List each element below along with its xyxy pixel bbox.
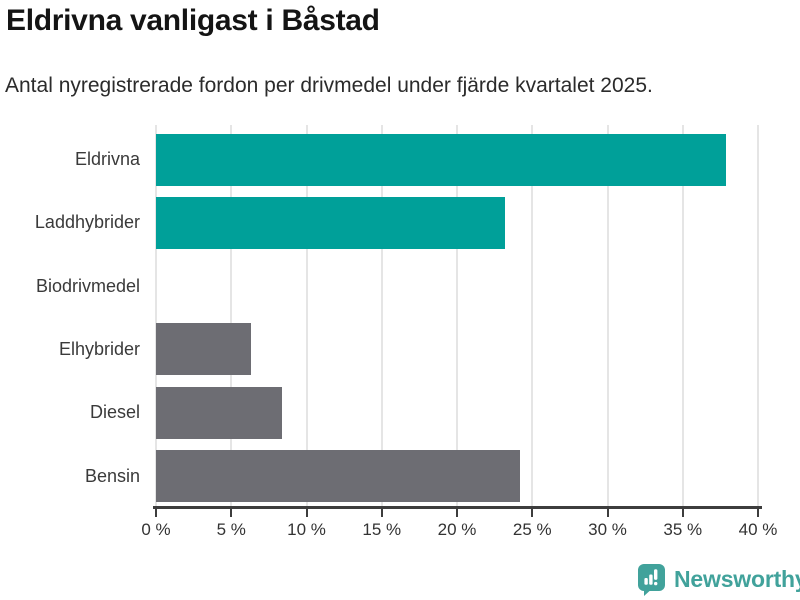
x-tick-0 [155,509,157,517]
x-tick-label-25: 25 % [512,520,552,539]
grid-line-5 [230,125,233,506]
bar-eldrivna [156,133,727,186]
bar-row-laddhybrider [156,191,758,254]
x-tick-25 [531,509,534,517]
x-tick-label-35: 35 % [663,520,703,539]
x-tick-label-30: 30 % [588,520,627,539]
x-tick-35 [681,509,684,517]
x-tick-10 [305,509,308,517]
x-tick-label-5: 5 % [216,520,246,539]
category-label-bensin: Bensin [84,465,140,486]
x-tick-label-40: 40 % [738,520,778,539]
x-axis-line [153,506,762,509]
category-label-elhybrider: Elhybrider [58,339,140,360]
bar-row-eldrivna [156,128,758,191]
category-label-biodrivmedel: Biodrivmedel [35,275,140,296]
bar-row-elhybrider [156,318,758,381]
grid-line-20 [456,125,458,506]
grid-line-30 [606,125,609,506]
bar-laddhybrider [156,196,506,249]
bar-chart-plot-area: 0 % 5 % 10 % 15 % 20 % 25 % 30 % 35 % 40 % [141,125,777,539]
x-tick-label-15: 15 % [362,520,402,539]
grid-line-40 [757,125,759,506]
bar-bensin [156,450,521,503]
newsworthy-wordmark: Newsworthy [674,566,800,592]
category-label-diesel: Diesel [89,402,140,423]
bar-row-diesel [156,381,758,444]
grid-line-15 [380,125,383,506]
grid-line-10 [305,125,308,506]
chart-title: Eldrivna vanligast i Båstad [6,4,380,37]
bar-diesel [156,386,283,439]
x-tick-15 [380,509,383,517]
grid-line-25 [531,125,534,506]
bar-row-bensin [156,445,758,508]
x-tick-label-0: 0 % [141,520,171,539]
x-tick-label-20: 20 % [437,520,477,539]
category-label-eldrivna: Eldrivna [74,149,140,170]
category-label-laddhybrider: Laddhybrider [34,212,140,233]
chart-subtitle: Antal nyregistrerade fordon per drivmede… [5,74,653,97]
grid-line-0 [155,125,157,506]
x-tick-label-10: 10 % [287,520,326,539]
newsworthy-speech-bubble-chart-icon [638,564,665,596]
x-tick-30 [606,509,609,517]
bar-row-biodrivmedel [156,255,758,318]
y-axis-labels: Eldrivna Laddhybrider Biodrivmedel Elhybrid… [0,128,140,508]
x-tick-20 [456,509,458,517]
bar-group [156,128,758,508]
newsworthy-logo: Newsworthy [637,563,800,596]
x-tick-40 [757,509,759,517]
x-tick-5 [230,509,233,517]
bar-elhybrider [156,323,251,376]
grid-line-35 [681,125,684,506]
